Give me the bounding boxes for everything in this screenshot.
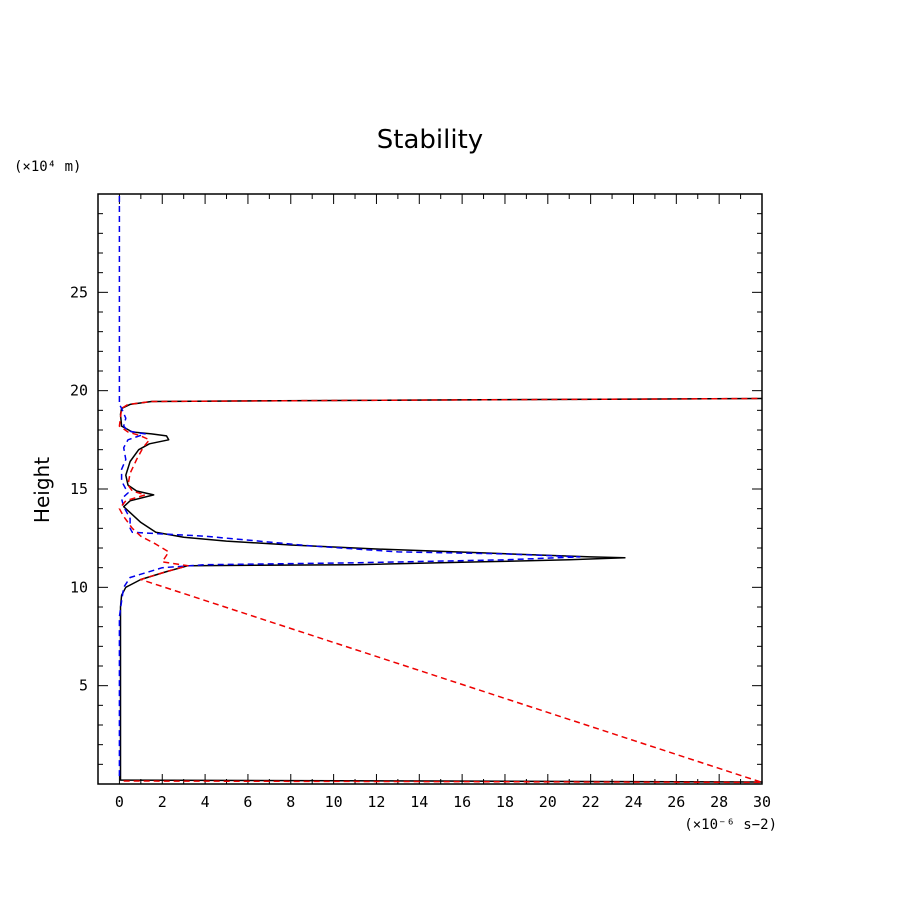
y-unit-label: (×10⁴ m) (14, 159, 81, 175)
series-layer (118, 196, 763, 784)
y-tick-label: 20 (70, 382, 88, 400)
series-black-solid (119, 397, 763, 783)
x-tick-label: 0 (115, 793, 124, 811)
x-tick-label: 6 (243, 793, 252, 811)
series-blue-dashed (118, 196, 581, 781)
x-tick-label: 16 (453, 793, 471, 811)
x-tick-label: 12 (367, 793, 385, 811)
x-tick-label: 26 (667, 793, 685, 811)
x-unit-label: (×10⁻⁶ s−2) (684, 817, 777, 833)
x-tick-label: 18 (496, 793, 514, 811)
plot-frame (97, 193, 763, 785)
y-tick-label: 15 (70, 480, 88, 498)
x-tick-label: 30 (753, 793, 771, 811)
chart-title: Stability (377, 125, 483, 155)
x-tick-label: 22 (582, 793, 600, 811)
x-tick-label: 20 (539, 793, 557, 811)
x-tick-label: 14 (410, 793, 428, 811)
y-tick-label: 5 (79, 677, 88, 695)
x-tick-label: 4 (201, 793, 210, 811)
x-tick-label: 24 (624, 793, 642, 811)
y-tick-label: 10 (70, 578, 88, 596)
x-tick-label: 2 (158, 793, 167, 811)
x-tick-label: 10 (325, 793, 343, 811)
x-tick-label: 8 (286, 793, 295, 811)
series-red-dashed (118, 397, 763, 784)
y-tick-label: 25 (70, 283, 88, 301)
y-axis-title: Height (30, 457, 54, 523)
x-tick-label: 28 (710, 793, 728, 811)
